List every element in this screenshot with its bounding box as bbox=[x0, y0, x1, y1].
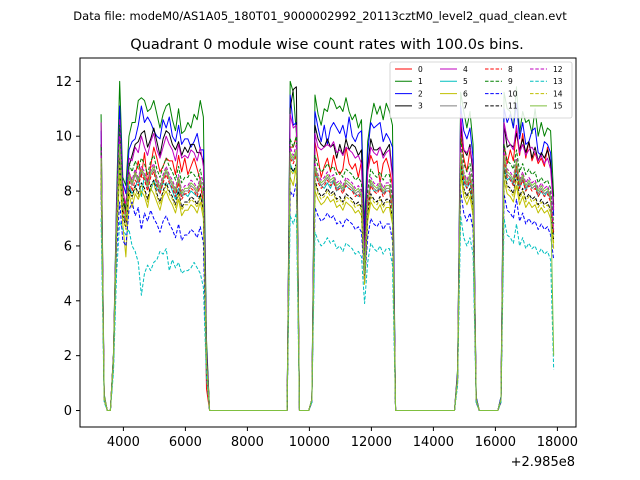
y-tick-label: 2 bbox=[64, 349, 72, 364]
x-tick-label: 8000 bbox=[231, 435, 264, 450]
x-offset-label: +2.985e8 bbox=[511, 455, 575, 470]
legend-label-15: 15 bbox=[553, 102, 563, 111]
legend-label-13: 13 bbox=[553, 77, 563, 86]
legend-label-7: 7 bbox=[463, 102, 468, 111]
x-tick-label: 6000 bbox=[169, 435, 202, 450]
legend-label-4: 4 bbox=[463, 65, 468, 74]
y-tick-label: 4 bbox=[64, 294, 72, 309]
legend-label-8: 8 bbox=[508, 65, 513, 74]
legend-label-6: 6 bbox=[463, 89, 468, 98]
axis-layer: 4000 6000 8000 10000 12000 14000 16000 18000 0 2 4… bbox=[55, 75, 578, 450]
legend-label-0: 0 bbox=[418, 65, 423, 74]
legend-label-9: 9 bbox=[508, 77, 513, 86]
suptitle: Data file: modeM0/AS1A05_180T01_90000029… bbox=[73, 9, 567, 23]
legend-label-10: 10 bbox=[508, 89, 518, 98]
y-tick-label: 12 bbox=[55, 75, 72, 90]
x-tick-label: 4000 bbox=[107, 435, 140, 450]
legend-label-11: 11 bbox=[508, 102, 518, 111]
series-line-10 bbox=[100, 182, 555, 412]
legend-label-3: 3 bbox=[418, 102, 423, 111]
legend-label-2: 2 bbox=[418, 89, 423, 98]
y-tick-label: 8 bbox=[64, 185, 72, 200]
y-tick-label: 0 bbox=[64, 404, 72, 419]
chart-title: Quadrant 0 module wise count rates with … bbox=[130, 37, 524, 53]
series-line-15 bbox=[100, 143, 555, 412]
legend-label-14: 14 bbox=[553, 89, 563, 98]
legend-label-12: 12 bbox=[553, 65, 563, 74]
y-tick-label: 6 bbox=[64, 239, 72, 254]
x-tick-label: 16000 bbox=[475, 435, 516, 450]
y-tick-label: 10 bbox=[55, 130, 72, 145]
legend-label-5: 5 bbox=[463, 77, 468, 86]
x-tick-label: 14000 bbox=[413, 435, 454, 450]
plot-frame bbox=[79, 57, 577, 428]
series-line-8 bbox=[100, 146, 555, 412]
legend-frame bbox=[389, 61, 573, 119]
series-layer bbox=[100, 80, 555, 412]
x-tick-label: 10000 bbox=[289, 435, 330, 450]
legend-label-1: 1 bbox=[418, 77, 423, 86]
x-tick-label: 18000 bbox=[537, 435, 578, 450]
x-tick-label: 12000 bbox=[351, 435, 392, 450]
